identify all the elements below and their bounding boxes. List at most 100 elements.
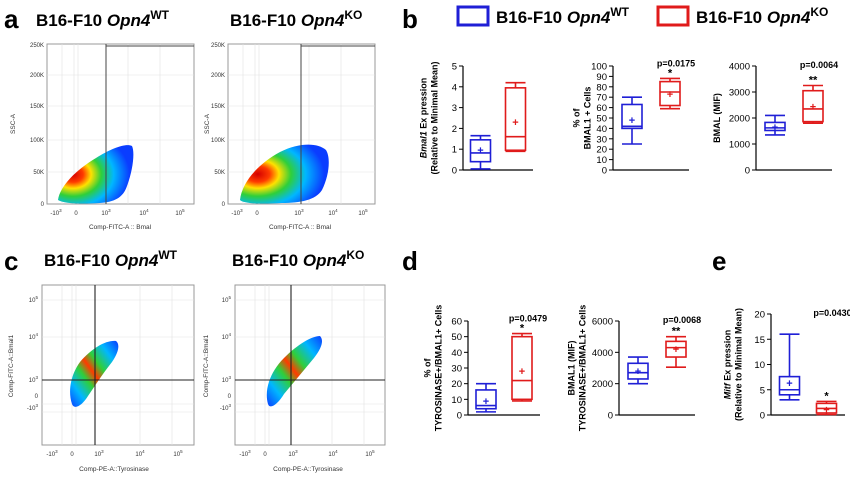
- b2-ytick-label-7: 70: [596, 93, 607, 104]
- flow-c1-ytick-0: -103: [27, 403, 39, 412]
- d1-ytick-label-6: 60: [451, 317, 462, 328]
- flow-a1-xtick-2: 103: [101, 208, 111, 217]
- b3-KO-box: [802, 89, 824, 123]
- legend-swatch-ko: [656, 5, 690, 27]
- b2-ytick-label-0: 0: [602, 166, 607, 177]
- flow-a2-ytick-1: 50K: [214, 170, 225, 176]
- flow-c2-ytick-1: 0: [228, 394, 232, 400]
- flow-a1-ylabel: SSC-A: [10, 113, 17, 134]
- d2-ylabel-line-0: BMAL1 (MIF): [567, 341, 577, 396]
- b3-WT-box: [764, 121, 786, 132]
- flow-c1-xtick-2: 103: [94, 449, 104, 458]
- d2-stars: **: [672, 326, 681, 338]
- flow-a2-xtick-2: 103: [294, 208, 304, 217]
- legend: B16-F10 Opn4WT B16-F10 Opn4KO: [456, 5, 828, 27]
- e1-ytick-label-4: 20: [754, 310, 765, 321]
- flow-density-c1: [70, 340, 119, 407]
- e1-stars: *: [824, 390, 829, 402]
- panel-letter-e: e: [712, 246, 726, 276]
- e1-ytick-label-3: 15: [754, 335, 765, 346]
- flow-a1-xtick-1: 0: [74, 211, 78, 217]
- b2-ylabel-line-1: BMAL1 + Cells: [583, 87, 593, 150]
- d1-KO-box: [511, 335, 533, 401]
- e1-ytick-label-0: 0: [760, 411, 765, 422]
- boxplot-b3: 0 1000 2000 3000 4000 BMAL (MIF) + + ** p=0.0064: [712, 60, 838, 177]
- flow-a1-xlabel: Comp-FITC-A :: Bmal: [89, 224, 152, 231]
- d1-KO-mean-marker: +: [519, 366, 525, 378]
- b3-ytick-label-4: 4000: [729, 62, 750, 73]
- d1-stars: *: [520, 323, 525, 335]
- b3-ytick-label-3: 3000: [729, 88, 750, 99]
- panel-letter-d: d: [402, 246, 418, 276]
- flow-a1-xtick-3: 104: [139, 208, 149, 217]
- b3-ytick-label-0: 0: [745, 166, 750, 177]
- d1-ylabel-line-1: TYROSINASE+/BMAL1+ Cells: [434, 305, 444, 432]
- flow-plot-a1: 0 50K 100K 150K 200K 250K -103 0 103 104…: [10, 43, 195, 231]
- d1-ylabel-line-0: % of: [423, 357, 433, 377]
- flow-c2-xtick-1: 0: [263, 452, 267, 458]
- d2-KO-box: [665, 340, 687, 358]
- flow-a2-xtick-4: 105: [358, 208, 368, 217]
- legend-label-ko: B16-F10 Opn4KO: [696, 5, 828, 27]
- b2-ytick-label-6: 60: [596, 103, 607, 114]
- d2-WT-mean-marker: +: [635, 366, 641, 378]
- flow-c1-xtick-3: 104: [135, 449, 145, 458]
- d2-KO-mean-marker: +: [673, 344, 679, 356]
- b2-ytick-label-5: 50: [596, 114, 607, 125]
- flow-c2-ytick-3: 104: [222, 332, 232, 341]
- flow-c1-xtick-0: -103: [46, 449, 58, 458]
- flow-a1-xtick-0: -103: [50, 208, 62, 217]
- d2-WT-box: [627, 362, 649, 380]
- b1-WT-box: [469, 139, 492, 163]
- d1-WT-box: [475, 389, 497, 410]
- d2-ytick-label-0: 0: [608, 411, 613, 422]
- d1-pvalue: p=0.0479: [509, 314, 547, 324]
- panel-letter-c: c: [4, 246, 18, 276]
- flow-c2-ylabel: Comp-FITC-A::Bmal1: [203, 334, 210, 397]
- b1-ytick-label-1: 1: [452, 145, 457, 156]
- b2-KO-box: [659, 80, 681, 107]
- b3-ytick-label-1: 1000: [729, 140, 750, 151]
- flow-density-c2: [266, 336, 322, 407]
- d2-ytick-label-1: 2000: [592, 379, 613, 390]
- d1-ytick-label-5: 50: [451, 332, 462, 343]
- flow-a1-ytick-2: 100K: [30, 138, 44, 144]
- flow-c2-xlabel: Comp-PE-A::Tyrosinase: [273, 466, 343, 473]
- boxplot-d1: 0 10 20 30 40 50 60 % of TYROSINASE+/BMAL1+ Cell…: [423, 305, 548, 432]
- b2-ytick-label-8: 80: [596, 82, 607, 93]
- flow-plot-c1: -103 0 103 104 105 -103 0 103 104 105 Co…: [8, 284, 195, 473]
- b2-WT-box: [621, 103, 643, 130]
- flow-c2-ytick-2: 103: [222, 375, 232, 384]
- b2-stars: *: [668, 67, 673, 79]
- flow-a1-ytick-3: 150K: [30, 104, 44, 110]
- d2-pvalue: p=0.0068: [663, 315, 701, 325]
- flow-a1-ytick-1: 50K: [33, 170, 44, 176]
- flow-c2-ytick-4: 105: [222, 295, 232, 304]
- flow-a1-xtick-4: 105: [175, 208, 185, 217]
- b1-WT-mean-marker: +: [477, 145, 483, 157]
- flow-a1-ytick-5: 250K: [30, 43, 44, 49]
- flow-c1-ytick-4: 105: [29, 295, 39, 304]
- flow-c1-xtick-4: 105: [173, 449, 183, 458]
- b1-KO-mean-marker: +: [512, 117, 518, 129]
- flow-a2-xtick-0: -103: [231, 208, 243, 217]
- flow-c2-xtick-4: 105: [365, 449, 375, 458]
- flow-a2-title: B16-F10 Opn4KO: [230, 8, 362, 30]
- b3-WT-mean-marker: +: [772, 122, 778, 134]
- b3-ytick-label-2: 2000: [729, 114, 750, 125]
- flow-c1-ytick-2: 103: [29, 375, 39, 384]
- flow-c2-title: B16-F10 Opn4KO: [232, 248, 364, 270]
- flow-density-a1: [58, 145, 134, 204]
- e1-pvalue: p=0.0430: [813, 308, 850, 318]
- b1-ytick-label-4: 4: [452, 82, 457, 93]
- flow-a2-ytick-3: 150K: [211, 104, 225, 110]
- e1-ytick-label-2: 10: [754, 360, 765, 371]
- flow-a2-xtick-1: 0: [255, 211, 259, 217]
- b2-ytick-label-2: 20: [596, 145, 607, 156]
- flow-plot-c2: -103 0 103 104 105 -103 0 103 104 105 Co…: [203, 284, 386, 473]
- b1-ytick-label-5: 5: [452, 62, 457, 73]
- panel-letter-a: a: [4, 4, 19, 34]
- e1-WT-mean-marker: +: [786, 378, 792, 390]
